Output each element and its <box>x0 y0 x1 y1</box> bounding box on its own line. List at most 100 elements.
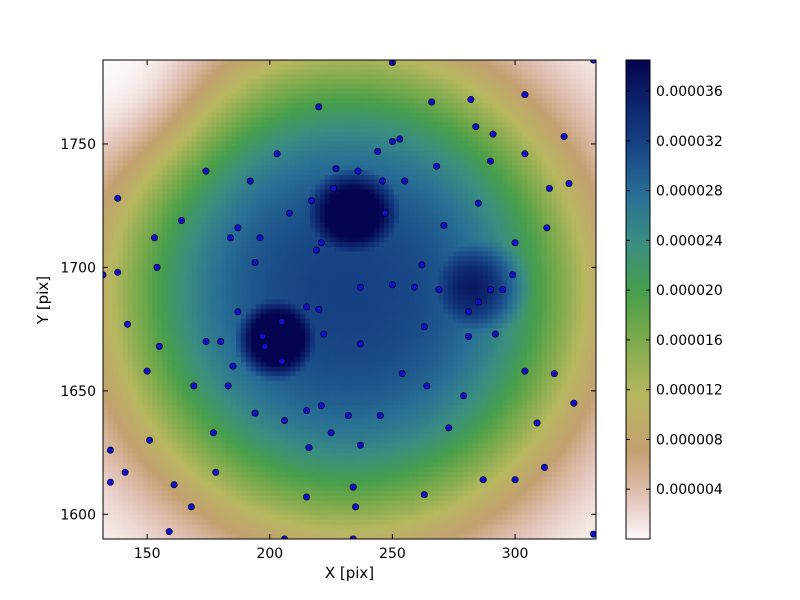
heatmap-cell <box>186 141 193 147</box>
heatmap-cell <box>132 64 139 71</box>
heatmap-cell <box>339 361 346 368</box>
heatmap-cell <box>162 165 168 171</box>
heatmap-cell <box>334 313 341 320</box>
heatmap-cell <box>172 510 178 516</box>
heatmap-cell <box>221 74 227 80</box>
heatmap-cell <box>107 428 114 435</box>
heatmap-cell <box>172 265 178 272</box>
heatmap-cell <box>285 170 291 176</box>
heatmap-cell <box>117 103 124 109</box>
heatmap-cell <box>334 519 341 526</box>
heatmap-cell <box>310 438 316 444</box>
heatmap-cell <box>245 74 252 80</box>
heatmap-cell <box>334 112 341 119</box>
heatmap-cell <box>107 333 114 339</box>
heatmap-cell <box>142 141 148 147</box>
heatmap-cell <box>329 170 336 176</box>
heatmap-cell <box>319 515 326 521</box>
heatmap-cell <box>206 64 213 71</box>
heatmap-cell <box>275 122 282 128</box>
heatmap-cell <box>314 64 321 71</box>
heatmap-cell <box>162 333 168 339</box>
heatmap-cell <box>107 131 114 138</box>
heatmap-cell <box>172 218 178 224</box>
heatmap-cell <box>255 213 262 219</box>
heatmap-cell <box>344 88 351 95</box>
heatmap-cell <box>206 198 213 205</box>
heatmap-cell <box>186 280 193 286</box>
heatmap-cell <box>270 452 277 459</box>
heatmap-cell <box>127 376 134 382</box>
heatmap-cell <box>196 510 203 516</box>
heatmap-cell <box>310 103 316 109</box>
heatmap-cell <box>344 64 351 71</box>
heatmap-cell <box>344 476 351 483</box>
heatmap-cell <box>245 151 252 157</box>
heatmap-cell <box>211 380 217 387</box>
heatmap-cell <box>241 491 247 497</box>
heatmap-cell <box>157 218 163 224</box>
heatmap-cell <box>191 294 198 301</box>
heatmap-cell <box>250 529 257 535</box>
heatmap-cell <box>334 227 341 234</box>
heatmap-cell <box>137 222 144 229</box>
heatmap-cell <box>270 160 277 166</box>
heatmap-cell <box>339 433 346 440</box>
heatmap-cell <box>344 337 351 344</box>
heatmap-cell <box>216 419 222 425</box>
heatmap-cell <box>305 328 311 334</box>
heatmap-cell <box>221 443 227 449</box>
heatmap-cell <box>127 83 134 90</box>
heatmap-cell <box>137 447 144 454</box>
heatmap-cell <box>226 280 232 286</box>
heatmap-cell <box>241 510 247 516</box>
heatmap-cell <box>211 60 217 66</box>
heatmap-cell <box>186 395 193 401</box>
heatmap-cell <box>319 270 326 277</box>
heatmap-cell <box>162 486 168 492</box>
heatmap-cell <box>250 141 257 147</box>
heatmap-cell <box>191 476 198 483</box>
heatmap-cell <box>122 510 129 516</box>
heatmap-cell <box>300 184 306 190</box>
heatmap-cell <box>206 299 213 305</box>
heatmap-cell <box>211 385 217 392</box>
heatmap-cell <box>122 505 129 511</box>
heatmap-cell <box>285 433 291 440</box>
heatmap-cell <box>167 141 173 147</box>
heatmap-cell <box>265 218 272 224</box>
heatmap-cell <box>339 103 346 109</box>
heatmap-cell <box>265 515 272 521</box>
heatmap-cell <box>260 323 267 329</box>
heatmap-cell <box>290 414 296 420</box>
heatmap-cell <box>181 237 188 243</box>
heatmap-cell <box>103 380 109 387</box>
heatmap-cell <box>231 409 237 416</box>
heatmap-cell <box>334 515 341 521</box>
heatmap-cell <box>176 519 183 526</box>
heatmap-cell <box>344 179 351 186</box>
heatmap-cell <box>216 424 222 430</box>
heatmap-cell <box>280 208 287 214</box>
heatmap-cell <box>295 476 301 483</box>
heatmap-cell <box>142 179 148 186</box>
heatmap-cell <box>162 131 168 138</box>
heatmap-cell <box>319 222 326 229</box>
heatmap-cell <box>201 313 208 320</box>
heatmap-cell <box>172 519 178 526</box>
heatmap-cell <box>231 107 237 114</box>
heatmap-cell <box>186 160 193 166</box>
heatmap-cell <box>176 74 183 80</box>
heatmap-cell <box>181 242 188 248</box>
heatmap-cell <box>201 323 208 329</box>
heatmap-cell <box>196 275 203 281</box>
heatmap-cell <box>142 428 148 435</box>
heatmap-cell <box>186 457 193 463</box>
heatmap-cell <box>137 69 144 75</box>
heatmap-cell <box>186 285 193 291</box>
heatmap-cell <box>211 414 217 420</box>
heatmap-cell <box>329 83 336 90</box>
heatmap-cell <box>152 443 158 449</box>
heatmap-cell <box>236 443 242 449</box>
heatmap-cell <box>181 500 188 507</box>
